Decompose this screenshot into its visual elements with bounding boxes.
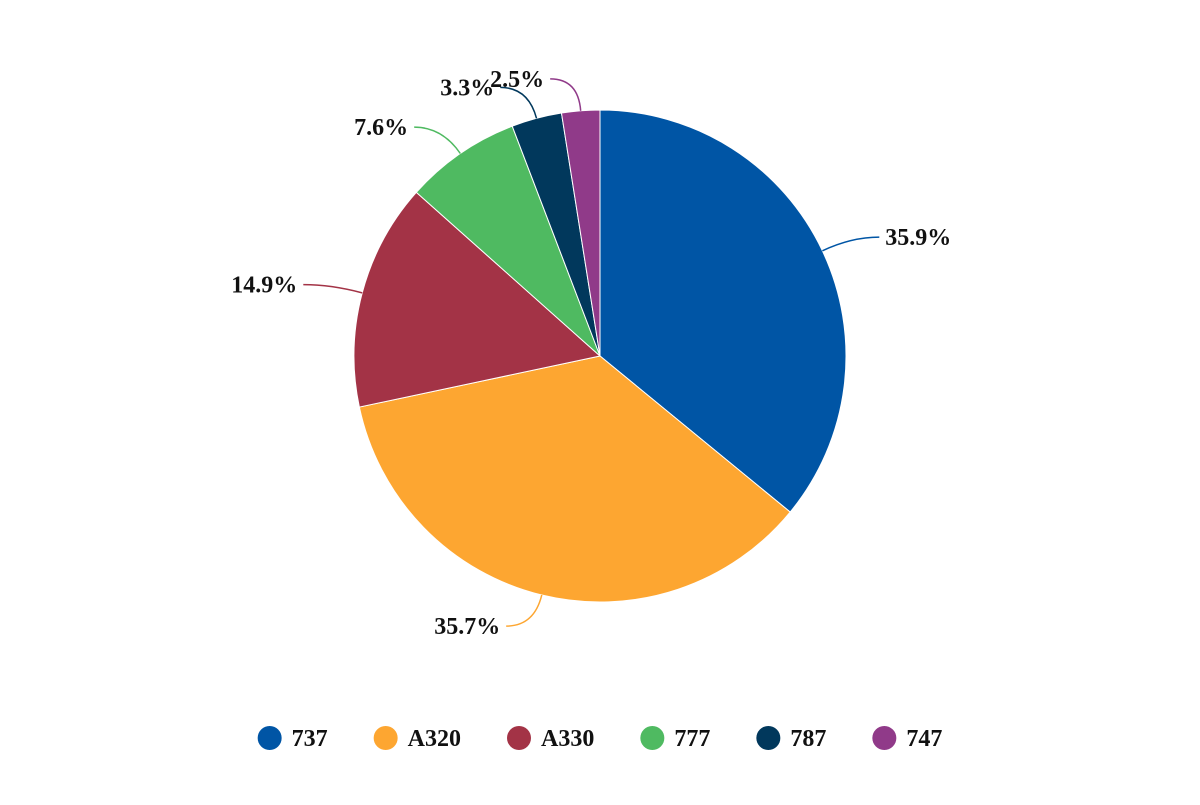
pie-slice-737	[599, 109, 847, 513]
legend-label-777: 777	[674, 726, 710, 752]
legend-marker-747	[872, 726, 897, 750]
legend-marker-a330	[507, 726, 531, 750]
legend-marker-737	[257, 726, 282, 750]
legend-item-a320[interactable]: A320	[373, 726, 461, 752]
leader-line-a330	[303, 283, 363, 294]
legend-label-737: 737	[292, 726, 328, 752]
slice-leader-lines	[303, 78, 880, 627]
legend-label-a320: A320	[408, 726, 461, 752]
pie-slices	[353, 109, 847, 603]
slice-label-737: 35.9%	[885, 225, 951, 251]
legend-label-747: 747	[906, 726, 942, 752]
slice-label-747: 2.5%	[490, 67, 544, 93]
leader-line-787	[500, 86, 538, 119]
legend-label-787: 787	[790, 726, 826, 752]
pie-slice-777	[415, 125, 601, 357]
leader-line-a320	[506, 594, 543, 627]
leader-line-747	[550, 78, 582, 111]
slice-label-787: 3.3%	[440, 75, 494, 101]
legend-item-747[interactable]: 747	[872, 726, 942, 752]
leader-line-737	[822, 236, 880, 252]
slice-label-a330: 14.9%	[231, 273, 297, 299]
legend-item-787[interactable]: 787	[756, 726, 826, 752]
pie-slice-a330	[353, 191, 602, 408]
legend-marker-a320	[373, 726, 398, 750]
pie-slice-a320	[358, 355, 791, 603]
leader-line-777	[414, 126, 461, 154]
legend-label-a330: A330	[541, 726, 594, 752]
slice-label-a320: 35.7%	[434, 614, 500, 640]
legend-item-777[interactable]: 777	[640, 726, 710, 752]
slice-labels: 35.9% 35.7% 14.9% 7.6% 3.3%2.5%	[231, 67, 951, 640]
slice-label-777: 7.6%	[354, 115, 408, 141]
legend-item-a330[interactable]: A330	[507, 726, 594, 752]
legend-marker-787	[756, 726, 781, 750]
legend: 737 A320 A330 777 787 747	[257, 726, 942, 752]
legend-item-737[interactable]: 737	[257, 726, 328, 752]
legend-marker-777	[640, 726, 665, 750]
